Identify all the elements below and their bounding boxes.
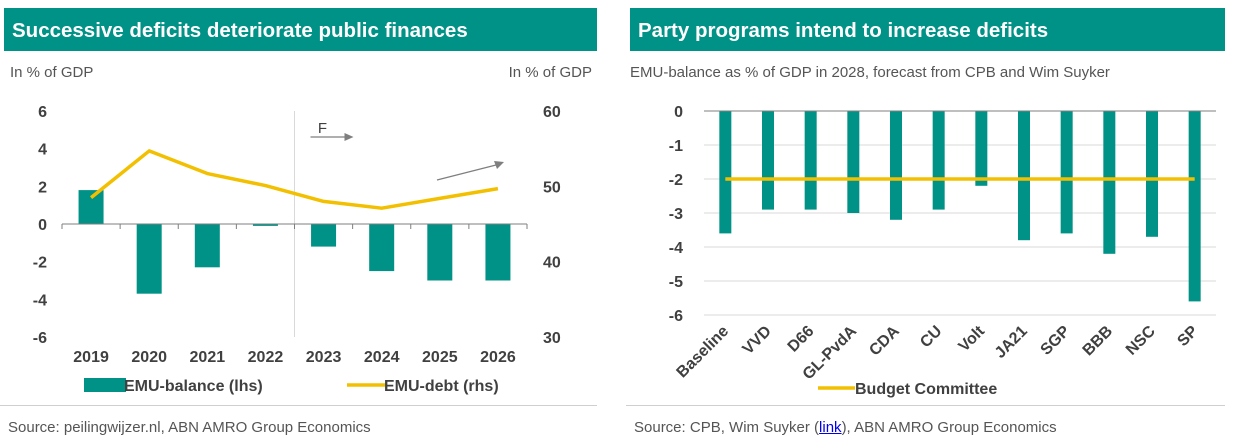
emu-balance-bar bbox=[78, 190, 104, 224]
party-balance-bar bbox=[804, 111, 817, 210]
legend-line-label: Budget Committee bbox=[855, 381, 997, 398]
y-tick-label: -1 bbox=[669, 138, 683, 155]
left-axis-unit: In % of GDP bbox=[10, 64, 94, 81]
party-balance-bar bbox=[1060, 111, 1073, 234]
right-source-text: Source: CPB, Wim Suyker (link), ABN AMRO… bbox=[634, 419, 1057, 436]
emu-balance-bar bbox=[311, 224, 337, 247]
party-balance-bar bbox=[847, 111, 860, 213]
x-axis-tick-label: 2026 bbox=[480, 349, 516, 366]
left-y-tick-label: -6 bbox=[33, 330, 47, 347]
x-axis-tick-label: 2023 bbox=[306, 349, 342, 366]
right-chart-subtitle: EMU-balance as % of GDP in 2028, forecas… bbox=[630, 64, 1110, 81]
legend-bar-swatch bbox=[84, 378, 126, 392]
left-source-divider bbox=[0, 405, 597, 406]
emu-debt-line bbox=[89, 149, 499, 210]
party-balance-bar bbox=[1188, 111, 1201, 302]
trend-arrow bbox=[436, 164, 497, 181]
y-tick-label: -6 bbox=[669, 308, 683, 325]
x-axis-tick-label: 2020 bbox=[131, 349, 167, 366]
x-axis-tick-label: CU bbox=[917, 323, 945, 351]
deficit-debt-chart: 6 4 2 0 -2 -4 -6 60 50 40 30 F 2019 2020 2021 2022 2023 2… bbox=[33, 104, 561, 395]
party-balance-bar bbox=[1103, 111, 1116, 254]
left-chart-panel: Successive deficits deteriorate public f… bbox=[0, 0, 600, 441]
emu-balance-bar bbox=[194, 224, 220, 268]
x-axis-tick-label: CDA bbox=[866, 322, 903, 359]
party-balance-bar bbox=[719, 111, 732, 234]
right-y-tick-label: 60 bbox=[543, 104, 561, 121]
x-axis-tick-label: SGP bbox=[1038, 323, 1074, 359]
right-source-divider bbox=[626, 405, 1225, 406]
left-y-tick-label: 6 bbox=[38, 104, 47, 121]
right-y-tick-label: 50 bbox=[543, 179, 561, 196]
source-prefix: Source: CPB, Wim Suyker ( bbox=[634, 419, 820, 436]
source-suffix: ), ABN AMRO Group Economics bbox=[841, 419, 1057, 436]
party-balance-bar bbox=[762, 111, 774, 210]
x-axis-tick-label: 2021 bbox=[190, 349, 226, 366]
right-chart-panel: Party programs intend to increase defici… bbox=[626, 0, 1233, 441]
left-chart-title: Successive deficits deteriorate public f… bbox=[4, 8, 597, 51]
trend-arrowhead bbox=[494, 161, 504, 169]
x-axis-tick-label: 2019 bbox=[73, 349, 109, 366]
party-balance-bar bbox=[932, 111, 945, 210]
x-axis-tick-label: 2025 bbox=[422, 349, 458, 366]
x-axis-tick-label: Volt bbox=[956, 322, 989, 355]
source-link[interactable]: link bbox=[819, 419, 842, 436]
x-axis-tick-label: VVD bbox=[740, 323, 775, 358]
emu-balance-bar bbox=[136, 224, 162, 294]
left-source-text: Source: peilingwijzer.nl, ABN AMRO Group… bbox=[8, 419, 371, 436]
party-balance-bar bbox=[975, 111, 988, 186]
right-y-tick-label: 30 bbox=[543, 330, 561, 347]
x-axis-tick-label: 2022 bbox=[248, 349, 284, 366]
left-y-tick-label: 0 bbox=[38, 217, 47, 234]
x-axis-tick-label: JA21 bbox=[992, 323, 1031, 362]
left-y-tick-label: -4 bbox=[33, 292, 47, 309]
x-axis-tick-label: SP bbox=[1174, 323, 1201, 350]
party-balance-bar bbox=[890, 111, 902, 220]
y-tick-label: 0 bbox=[674, 104, 683, 121]
left-y-tick-label: 4 bbox=[38, 142, 47, 159]
right-axis-unit: In % of GDP bbox=[508, 64, 592, 81]
x-axis-tick-label: BBB bbox=[1080, 323, 1117, 360]
x-axis-tick-label: Baseline bbox=[674, 323, 733, 382]
x-axis-tick-label: NSC bbox=[1123, 322, 1159, 358]
x-axis-tick-label: 2024 bbox=[364, 349, 400, 366]
y-tick-label: -2 bbox=[669, 172, 683, 189]
left-y-tick-label: -2 bbox=[33, 255, 47, 272]
right-chart-title: Party programs intend to increase defici… bbox=[630, 8, 1225, 51]
emu-balance-bar bbox=[485, 224, 511, 281]
party-balance-bar bbox=[1146, 111, 1158, 237]
left-y-tick-label: 2 bbox=[38, 179, 47, 196]
y-tick-label: -5 bbox=[669, 274, 683, 291]
y-tick-label: -4 bbox=[669, 240, 683, 257]
y-tick-label: -3 bbox=[669, 206, 683, 223]
emu-balance-bar bbox=[369, 224, 395, 272]
right-y-tick-label: 40 bbox=[543, 255, 561, 272]
legend-bar-label: EMU-balance (lhs) bbox=[124, 378, 263, 395]
forecast-label: F bbox=[318, 120, 327, 137]
party-balance-bar bbox=[1018, 111, 1030, 241]
x-axis-tick-label: D66 bbox=[785, 323, 818, 356]
emu-balance-bar bbox=[252, 224, 278, 226]
emu-balance-bar bbox=[427, 224, 453, 281]
forecast-arrowhead bbox=[344, 133, 354, 141]
legend-line-label: EMU-debt (rhs) bbox=[384, 378, 499, 395]
